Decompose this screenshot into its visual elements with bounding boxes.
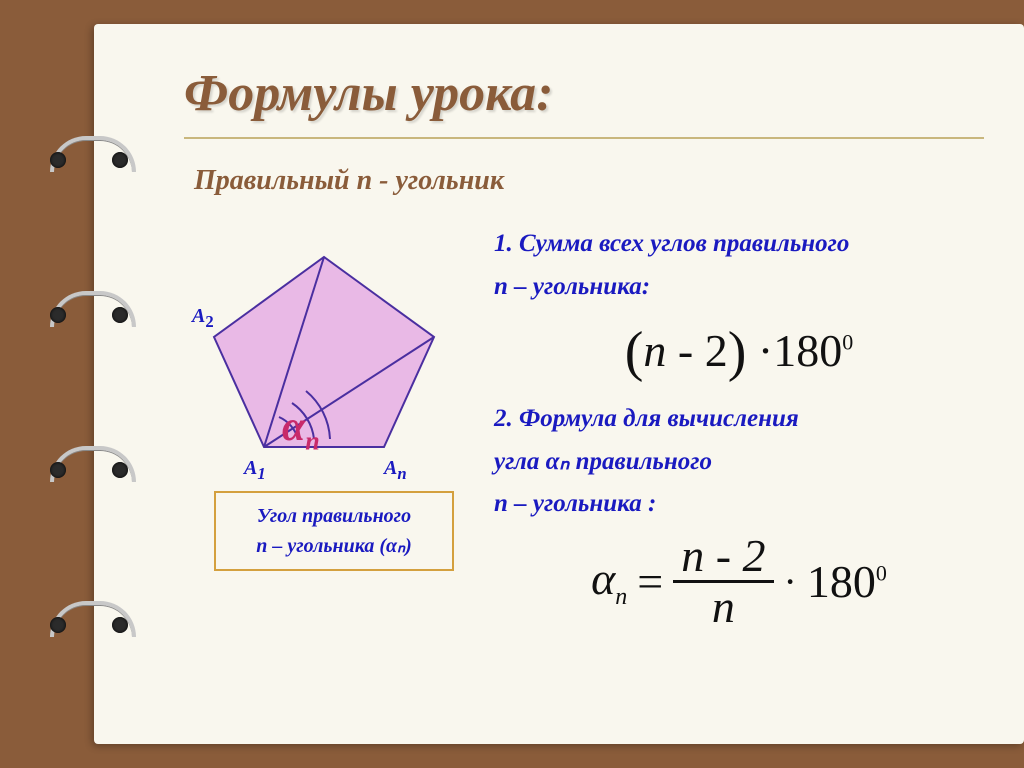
slide-page: Формулы урока: Правильный n - угольник А… xyxy=(94,24,1024,744)
heading-line: n – угольника: xyxy=(494,266,984,309)
vertex-label-an: Аn xyxy=(384,457,407,484)
formula-fraction: n - 2 n xyxy=(673,532,773,632)
pentagon-diagram: А2 А1 Аn αn Угол правильного n – угольни… xyxy=(184,217,474,631)
binder-ring xyxy=(44,442,134,482)
item-2-heading: 2. Формула для вычисления угла αₙ правил… xyxy=(494,398,984,526)
formula-exp: 0 xyxy=(842,330,853,355)
vertex-label-a2: А2 xyxy=(192,305,214,332)
vertex-label-a1: А1 xyxy=(244,457,266,484)
formula-minus: - xyxy=(666,325,704,376)
spiral-binding xyxy=(44,24,134,744)
formula-lhs: αn xyxy=(591,552,627,611)
pentagon-svg xyxy=(184,217,464,477)
binder-ring xyxy=(44,132,134,172)
slide-title: Формулы урока: xyxy=(184,64,984,123)
formula-dot: · xyxy=(746,325,773,376)
diagram-caption: Угол правильного n – угольника (αₙ) xyxy=(214,491,454,571)
formula-const: 2 xyxy=(705,325,728,376)
formula-degrees: 1800 xyxy=(807,555,887,608)
binder-ring xyxy=(44,287,134,327)
formula-angle-value: αn = n - 2 n · 1800 xyxy=(494,532,984,632)
item-1-heading: 1. Сумма всех углов правильного n – угол… xyxy=(494,223,984,308)
paren-open: ( xyxy=(625,321,644,383)
fraction-denominator: n xyxy=(704,583,743,631)
binder-ring xyxy=(44,597,134,637)
heading-line: 1. Сумма всех углов правильного xyxy=(494,223,984,266)
content-row: А2 А1 Аn αn Угол правильного n – угольни… xyxy=(184,217,984,631)
paren-close: ) xyxy=(728,321,747,383)
heading-line: угла αₙ правильного xyxy=(494,441,984,484)
formula-eq: = xyxy=(637,555,663,608)
formula-lhs-sub: n xyxy=(615,584,627,610)
formula-base: 180 xyxy=(807,556,876,607)
formulas-column: 1. Сумма всех углов правильного n – угол… xyxy=(494,217,984,631)
heading-line: 2. Формула для вычисления xyxy=(494,398,984,441)
formula-exp: 0 xyxy=(876,560,887,585)
title-underline xyxy=(184,137,984,139)
heading-line: n – угольника : xyxy=(494,483,984,526)
angle-label-alpha: αn xyxy=(282,403,320,456)
formula-lhs-var: α xyxy=(591,553,615,604)
caption-line: n – угольника (αₙ) xyxy=(226,531,442,561)
formula-sum-angles: (n - 2) ·1800 xyxy=(494,316,984,380)
slide-subtitle: Правильный n - угольник xyxy=(194,165,984,197)
formula-base: 180 xyxy=(773,325,842,376)
fraction-numerator: n - 2 xyxy=(673,532,773,580)
formula-var: n xyxy=(643,325,666,376)
caption-line: Угол правильного xyxy=(226,501,442,531)
formula-dot: · xyxy=(784,558,797,605)
pentagon-shape xyxy=(214,257,434,447)
